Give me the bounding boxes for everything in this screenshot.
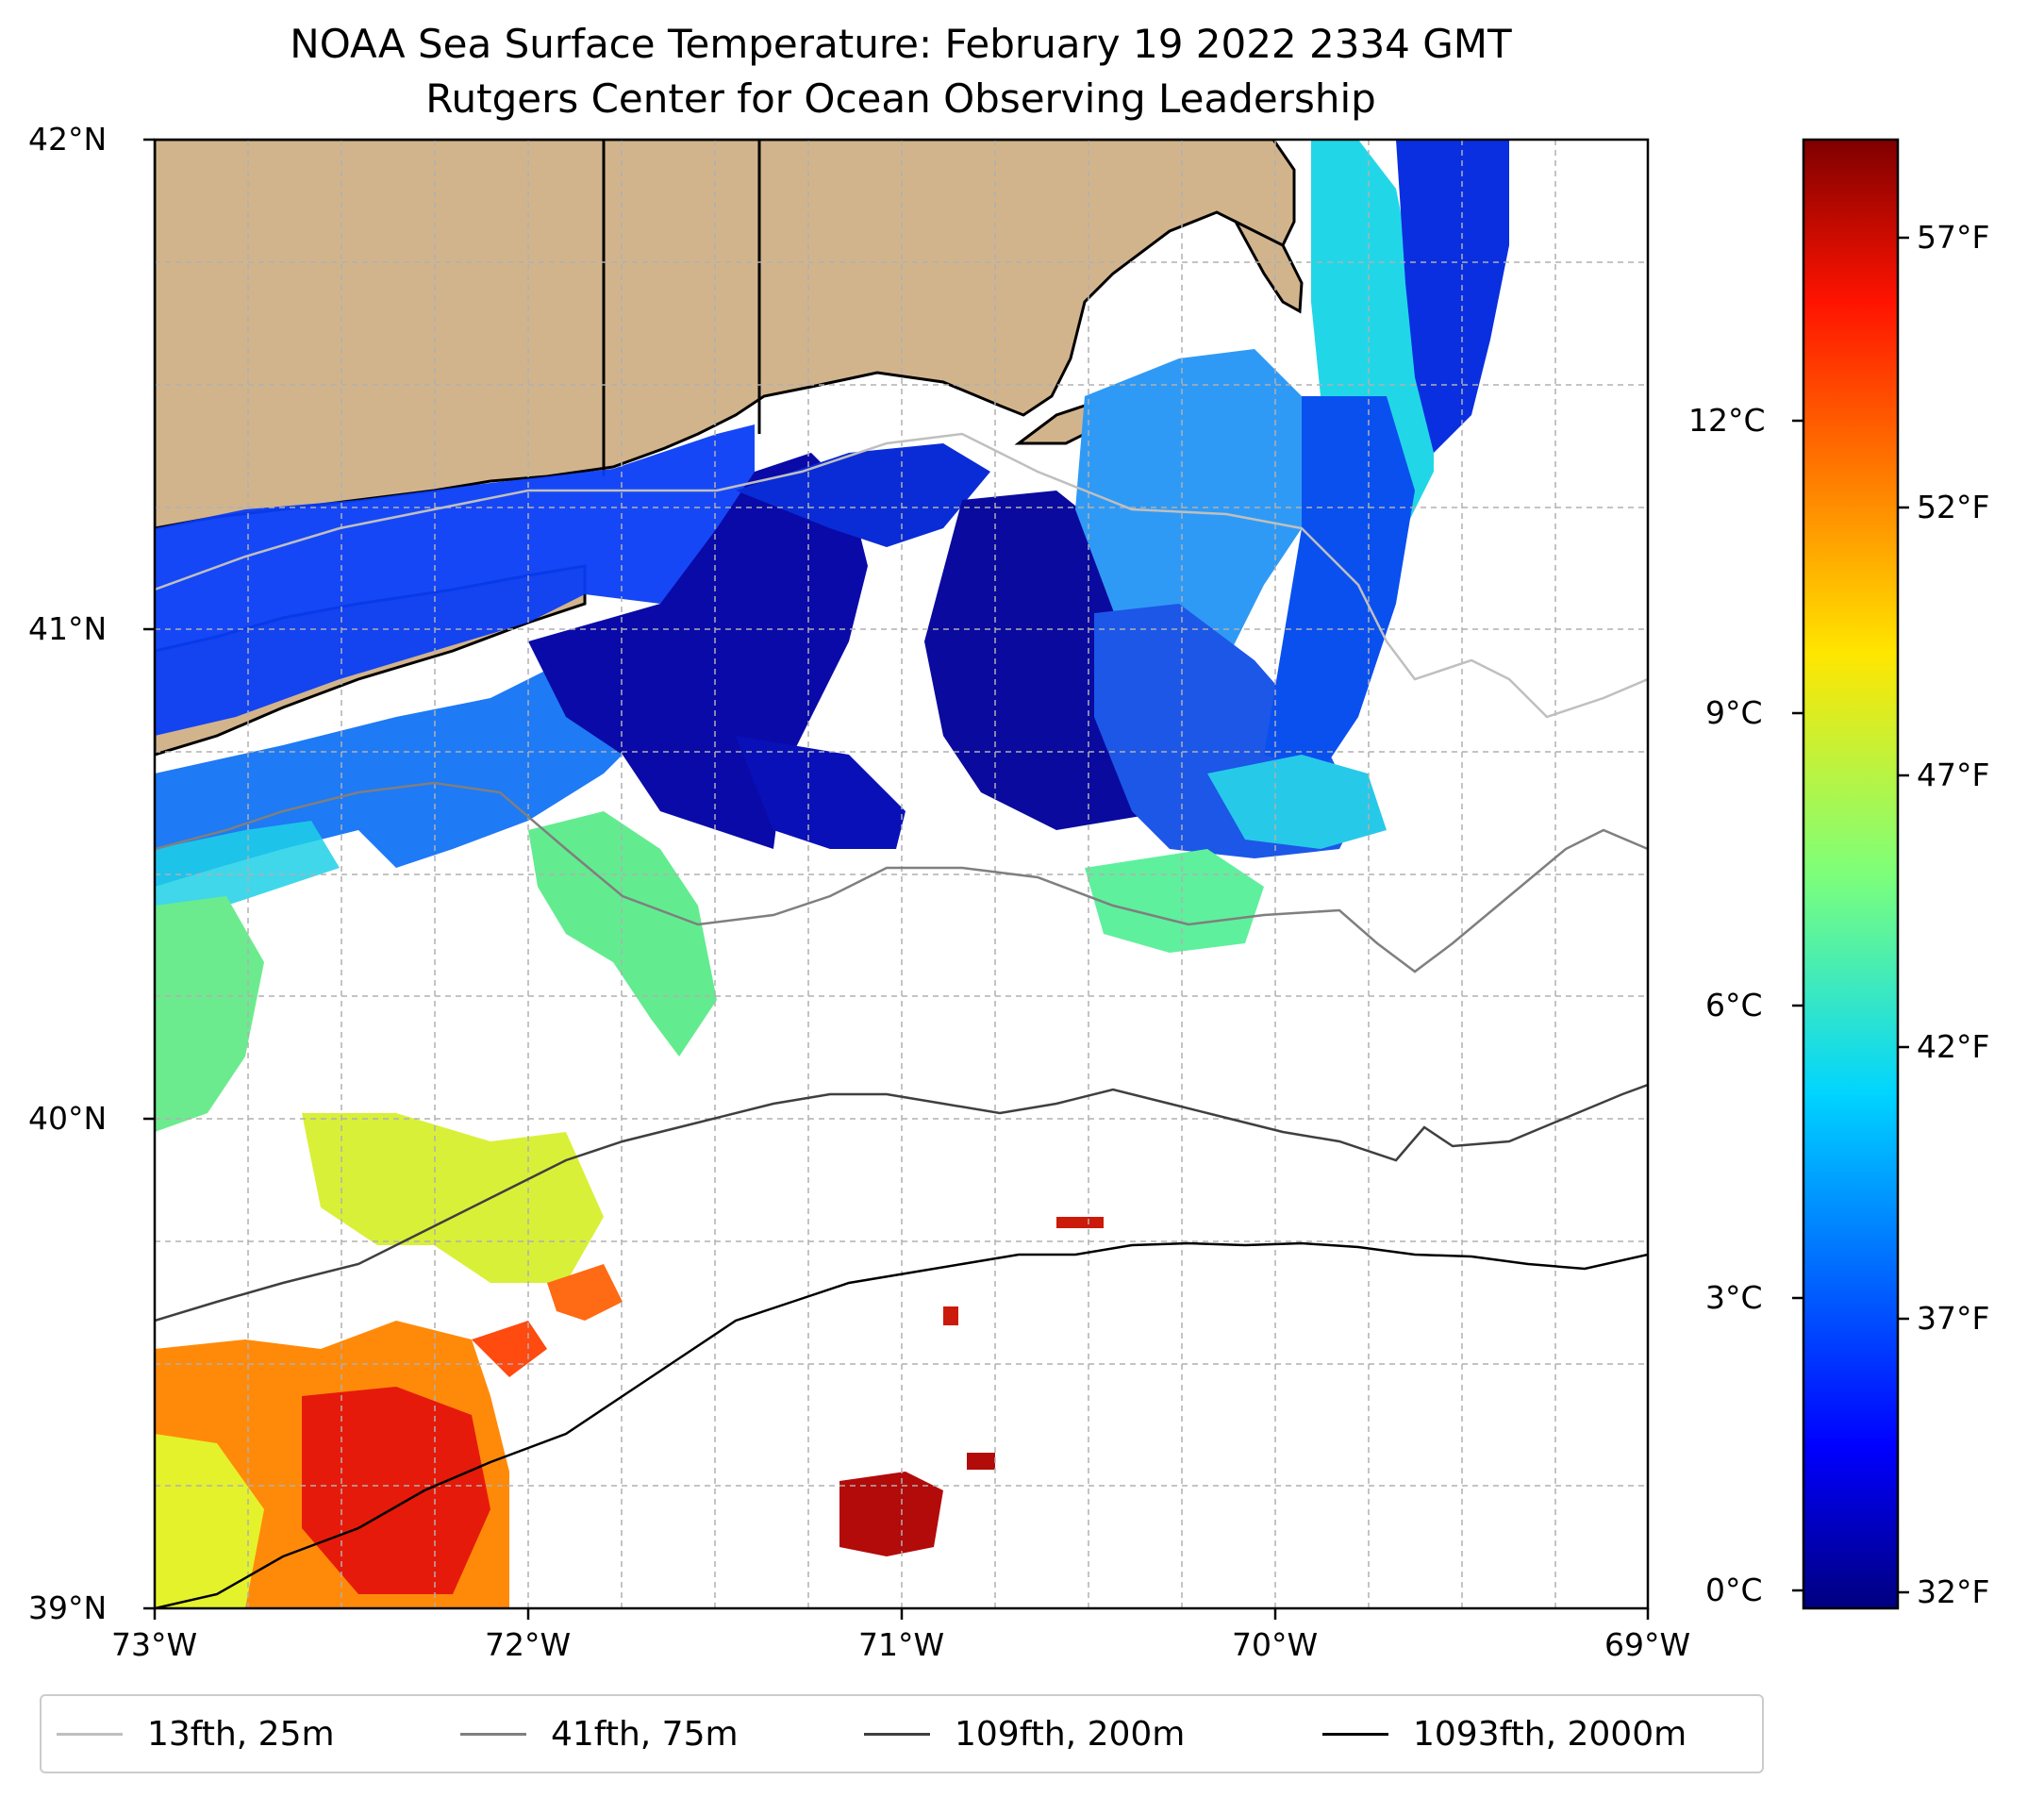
sst-ri-sound — [736, 443, 990, 547]
colorbar-fahrenheit-label: 57°F — [1917, 219, 1990, 256]
sst-south-nantucket-cyan — [1207, 755, 1387, 849]
sst-orange-slope-patch — [547, 1264, 623, 1321]
sst-eastern-blue — [1264, 396, 1415, 774]
x-tick-label: 72°W — [485, 1626, 572, 1663]
legend-item-25m: 13fth, 25m — [57, 1713, 335, 1755]
sst-warm-yellow-west — [302, 1113, 604, 1283]
sst-cold-nearshore — [155, 424, 755, 736]
sst-warm-yellow-edge — [155, 1434, 264, 1608]
y-tick-label: 39°N — [28, 1589, 108, 1626]
colorbar-celsius-label: 12°C — [1688, 402, 1766, 439]
legend-line-200m — [864, 1732, 930, 1736]
colorbar-fahrenheit-label: 37°F — [1917, 1300, 1990, 1337]
sst-midshelf-green — [528, 811, 717, 1057]
sst-red-fleck — [943, 1306, 958, 1325]
colorbar-celsius-label: 3°C — [1705, 1279, 1763, 1316]
x-tick-label: 70°W — [1232, 1626, 1319, 1663]
axis-ticks — [143, 138, 1650, 1620]
legend-label: 13fth, 25m — [147, 1714, 335, 1754]
sst-south-island-blue — [736, 736, 906, 849]
legend-line-75m — [460, 1732, 526, 1736]
colorbar — [1802, 138, 1900, 1610]
legend-item-2000m: 1093fth, 2000m — [1322, 1713, 1687, 1755]
sst-green-patch — [1085, 849, 1264, 953]
colorbar-ticks — [1792, 236, 1909, 1594]
legend-line-25m — [57, 1732, 123, 1736]
bathymetry-contours — [155, 432, 1648, 1608]
contour-75m — [155, 781, 1648, 973]
colorbar-fahrenheit-label: 42°F — [1917, 1028, 1990, 1065]
land-cape-cod — [1232, 218, 1304, 314]
x-tick-label: 73°W — [111, 1626, 198, 1663]
legend-line-2000m — [1322, 1732, 1388, 1736]
contour-legend: 13fth, 25m 41fth, 75m 109fth, 200m 1093f… — [40, 1694, 1764, 1773]
sst-gradient-cyan — [155, 821, 340, 924]
y-tick-label: 42°N — [28, 121, 108, 158]
map-title: NOAA Sea Surface Temperature: February 1… — [290, 21, 1512, 67]
y-tick-label: 40°N — [28, 1100, 108, 1137]
map-subtitle: Rutgers Center for Ocean Observing Leade… — [425, 75, 1376, 122]
sst-western-green — [155, 896, 264, 1132]
sst-red-fleck — [1056, 1217, 1104, 1228]
legend-item-75m: 41fth, 75m — [460, 1713, 739, 1755]
legend-label: 41fth, 75m — [551, 1714, 739, 1754]
contour-2000m — [155, 1241, 1648, 1608]
contour-200m — [155, 1083, 1648, 1323]
colorbar-fahrenheit-label: 52°F — [1917, 489, 1990, 525]
sst-longisland-shelf — [155, 623, 679, 887]
colorbar-celsius-label: 9°C — [1705, 694, 1763, 731]
x-tick-label: 69°W — [1604, 1626, 1691, 1663]
x-tick-label: 71°W — [858, 1626, 945, 1663]
y-tick-label: 41°N — [28, 610, 108, 647]
colorbar-celsius-label: 6°C — [1705, 987, 1763, 1023]
map-data-layer — [155, 140, 1509, 1608]
contour-25m — [155, 432, 1648, 719]
legend-label: 109fth, 200m — [955, 1714, 1186, 1754]
sst-red-fleck — [967, 1453, 995, 1470]
colorbar-fahrenheit-label: 47°F — [1917, 757, 1990, 793]
legend-label: 1093fth, 2000m — [1413, 1714, 1687, 1754]
colorbar-celsius-label: 0°C — [1705, 1572, 1763, 1608]
sst-gulf-maine-deep — [1396, 140, 1509, 453]
colorbar-fahrenheit-label: 32°F — [1917, 1573, 1990, 1610]
legend-item-200m: 109fth, 200m — [864, 1713, 1185, 1755]
sst-red-core — [302, 1387, 490, 1594]
sst-red-eddy — [839, 1472, 943, 1556]
sst-orange-slope-patch2 — [472, 1321, 547, 1377]
